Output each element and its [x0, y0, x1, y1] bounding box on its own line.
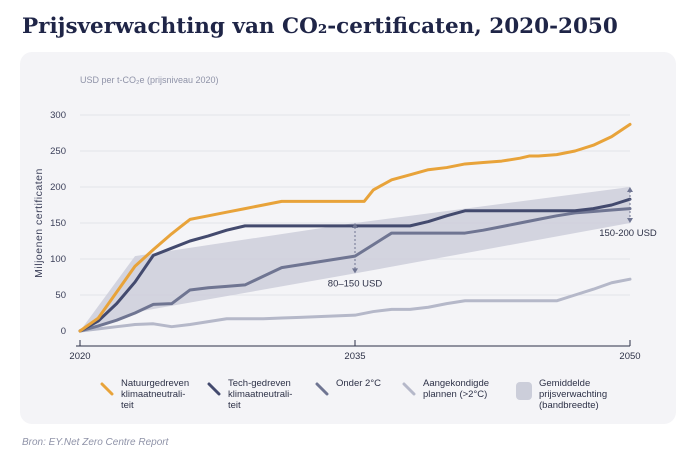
series-line-natuurgedreven-klimaatneutraliteit	[78, 122, 632, 333]
annotation-arrow-down	[627, 218, 633, 223]
y-tick-label: 50	[55, 290, 66, 301]
unit-label: USD per t-CO₂e (prijsniveau 2020)	[80, 75, 219, 85]
legend-swatch	[402, 382, 416, 396]
legend-label: Onder 2°C	[336, 378, 381, 389]
annotation-arrow-up	[352, 223, 358, 228]
source-note: Bron: EY.Net Zero Centre Report	[22, 437, 169, 448]
legend-swatch	[315, 382, 329, 396]
legend-item: Onder 2°C	[315, 378, 381, 396]
annotation-arrow-down	[352, 268, 358, 274]
legend-label: Gemiddelde prijsverwachting (bandbreedte…	[539, 378, 608, 411]
legend-item: Aangekondigde plannen (>2°C)	[402, 378, 489, 400]
y-tick-label: 250	[50, 146, 66, 157]
legend-swatch	[207, 382, 221, 396]
legend-swatch	[516, 382, 532, 400]
annotation-label: 150-200 USD	[599, 228, 657, 239]
annotation-arrow-up	[627, 187, 633, 192]
x-tick-label: 2035	[344, 351, 365, 362]
legend-item: Tech-gedreven klimaatneutrali- teit	[207, 378, 292, 411]
legend-label: Aangekondigde plannen (>2°C)	[423, 378, 490, 400]
y-tick-label: 0	[61, 326, 66, 337]
annotation-label: 80–150 USD	[328, 278, 383, 289]
legend-label: Tech-gedreven klimaatneutrali- teit	[228, 378, 293, 411]
legend-item: Natuurgedreven klimaatneutrali- teit	[100, 378, 189, 411]
y-tick-label: 300	[50, 110, 66, 121]
legend-label: Natuurgedreven klimaatneutrali- teit	[121, 378, 190, 411]
x-tick-label: 2050	[619, 351, 640, 362]
legend-swatch	[100, 382, 114, 396]
series-line-aangekondigde-plannen-2-c	[78, 277, 632, 333]
chart-title: Prijsverwachting van CO₂-certificaten, 2…	[22, 14, 618, 39]
y-tick-label: 150	[50, 218, 66, 229]
legend: Natuurgedreven klimaatneutrali- teit Tech…	[100, 378, 660, 422]
y-tick-label: 200	[50, 182, 66, 193]
x-tick-label: 2020	[69, 351, 90, 362]
y-tick-label: 100	[50, 254, 66, 265]
legend-item: Gemiddelde prijsverwachting (bandbreedte…	[516, 378, 607, 411]
y-axis-title: Miljoenen certificaten	[33, 168, 45, 278]
